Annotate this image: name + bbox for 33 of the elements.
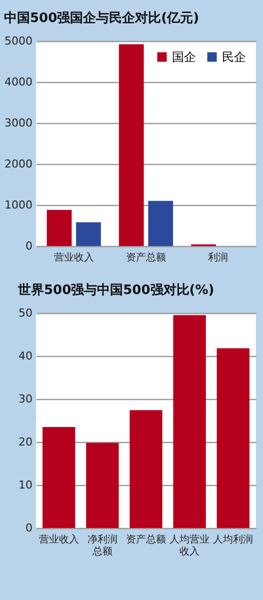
bar	[173, 315, 206, 528]
y-tick-label: 2000	[4, 158, 32, 170]
bar	[76, 222, 101, 246]
y-tick-label: 3000	[4, 116, 32, 130]
y-tick-label: 30	[18, 392, 32, 406]
y-tick-label: 1000	[4, 198, 32, 212]
x-tick-label: 人均营业收入	[170, 534, 210, 558]
y-tick-label: 4000	[4, 76, 32, 88]
bar	[86, 442, 119, 528]
bar	[42, 426, 76, 528]
y-tick-label: 50	[18, 306, 32, 320]
legend-label: 民企	[222, 50, 246, 64]
y-tick-label: 20	[18, 436, 32, 448]
y-tick-label: 0	[26, 522, 32, 534]
chart-title: 中国500强国企与民企对比(亿元)	[4, 11, 200, 26]
legend-label: 国企	[172, 50, 196, 64]
x-tick-label: 资产总额	[126, 252, 166, 264]
x-tick-label: 营业收入	[54, 252, 94, 264]
bar	[118, 44, 144, 246]
y-tick-label: 0	[26, 240, 32, 252]
chart-title: 世界500强与中国500强对比(%)	[17, 283, 214, 298]
x-tick-label: 资产总额	[126, 534, 166, 546]
bar	[130, 410, 162, 528]
y-tick-label: 40	[18, 350, 32, 362]
x-tick-label: 营业收入	[38, 534, 79, 546]
y-tick-label: 5000	[4, 34, 32, 48]
x-tick-label: 人均利润	[213, 534, 254, 546]
bar	[46, 210, 72, 246]
bar	[216, 348, 250, 528]
x-tick-label: 利润	[208, 252, 228, 264]
x-tick-label: 净利润总额	[87, 534, 118, 558]
y-tick-label: 10	[18, 478, 32, 492]
bar	[148, 200, 174, 246]
